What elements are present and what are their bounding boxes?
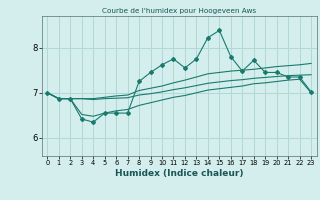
X-axis label: Humidex (Indice chaleur): Humidex (Indice chaleur) [115,169,244,178]
Title: Courbe de l'humidex pour Hoogeveen Aws: Courbe de l'humidex pour Hoogeveen Aws [102,8,256,14]
